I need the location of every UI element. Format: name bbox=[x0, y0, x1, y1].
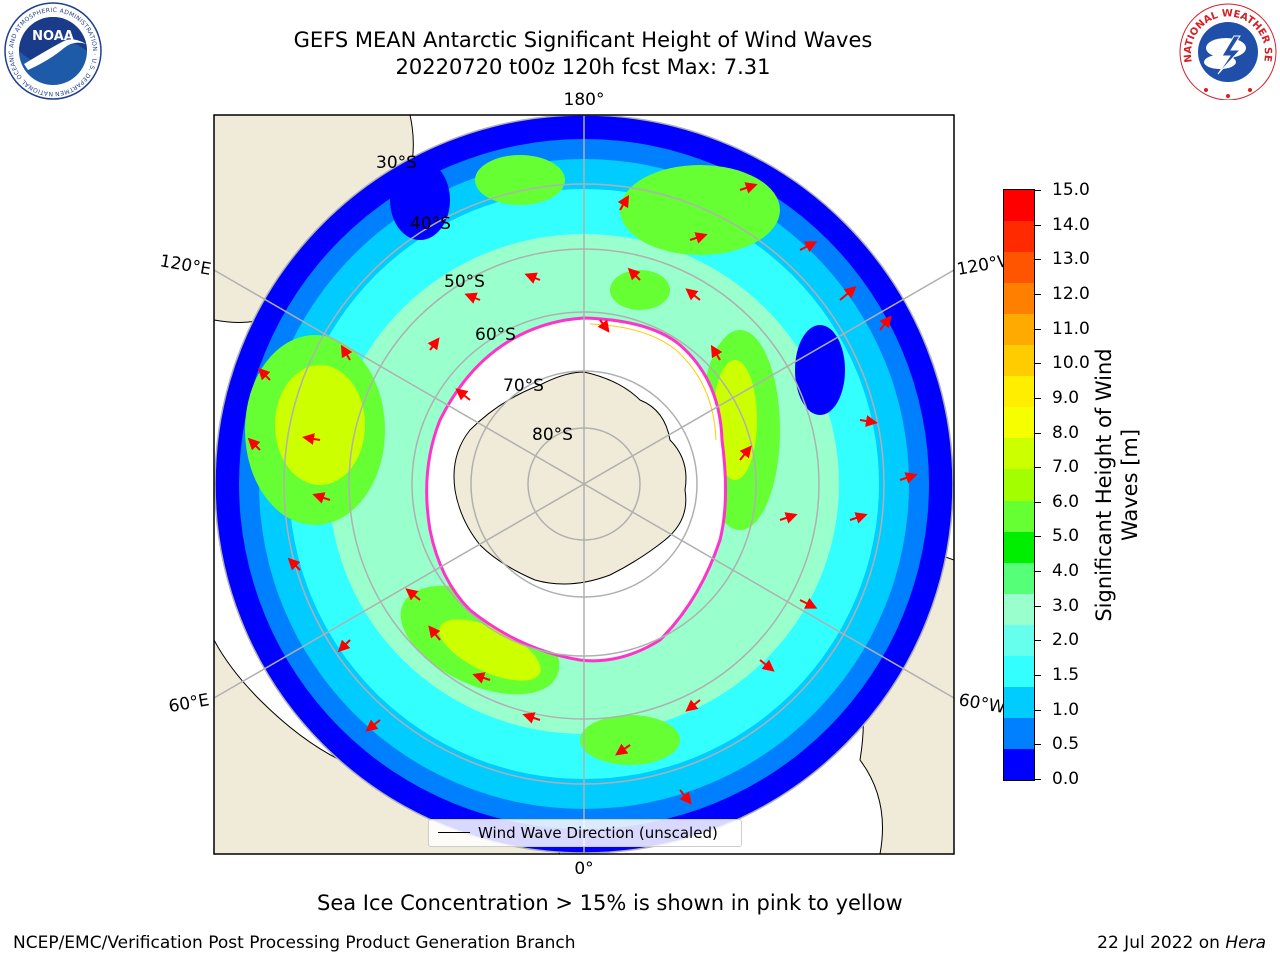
colorbar-segment bbox=[1004, 655, 1034, 688]
meridian-label-60w: 60°W bbox=[957, 690, 1007, 718]
colorbar-tick-mark bbox=[1035, 501, 1041, 503]
colorbar-tick-label: 13.0 bbox=[1052, 249, 1090, 270]
legend-label: Wind Wave Direction (unscaled) bbox=[478, 824, 718, 842]
colorbar-tick-label: 0.5 bbox=[1052, 734, 1080, 755]
footer-date: 22 Jul 2022 on Hera bbox=[1097, 933, 1266, 953]
colorbar-segment bbox=[1004, 593, 1034, 626]
colorbar-tick-label: 6.0 bbox=[1052, 491, 1080, 512]
colorbar-tick-label: 1.0 bbox=[1052, 699, 1080, 720]
wind-wave-arrows bbox=[247, 182, 918, 805]
colorbar-segment bbox=[1004, 190, 1034, 222]
legend-line-swatch bbox=[438, 832, 470, 833]
colorbar bbox=[1003, 189, 1035, 781]
latitude-label-80s: 80°S bbox=[532, 425, 573, 445]
meridian-label-180: 180° bbox=[564, 90, 605, 110]
map-legend: Wind Wave Direction (unscaled) bbox=[428, 819, 742, 847]
colorbar-segment bbox=[1004, 500, 1034, 533]
meridian-label-120e: 120°E bbox=[158, 251, 212, 280]
colorbar-segment bbox=[1004, 314, 1034, 346]
latitude-label-30s: 30°S bbox=[376, 153, 417, 173]
colorbar-tick-mark bbox=[1035, 293, 1041, 295]
colorbar-segment bbox=[1004, 469, 1034, 502]
map-frame bbox=[213, 114, 955, 855]
footer-machine: Hera bbox=[1225, 933, 1266, 953]
colorbar-tick-mark bbox=[1035, 190, 1041, 191]
latitude-label-70s: 70°S bbox=[503, 376, 544, 396]
colorbar-segment bbox=[1004, 376, 1034, 408]
colorbar-title-line2: Waves [m] bbox=[1118, 428, 1142, 542]
colorbar-tick-mark bbox=[1035, 224, 1041, 226]
colorbar-tick-mark bbox=[1035, 605, 1041, 607]
colorbar-tick-label: 1.5 bbox=[1052, 665, 1080, 686]
colorbar-tick-label: 12.0 bbox=[1052, 283, 1090, 304]
colorbar-tick-label: 0.0 bbox=[1052, 769, 1080, 789]
footer-branch: NCEP/EMC/Verification Post Processing Pr… bbox=[13, 933, 576, 953]
map-subtitle: 20220720 t00z 120h fcst Max: 7.31 bbox=[395, 55, 771, 79]
colorbar-segment bbox=[1004, 407, 1034, 439]
colorbar-segment bbox=[1004, 686, 1034, 719]
noaa-logo-text: NOAA bbox=[32, 29, 74, 44]
colorbar-tick-mark bbox=[1035, 328, 1041, 330]
colorbar-tick-mark bbox=[1035, 709, 1041, 711]
colorbar-segment bbox=[1004, 221, 1034, 253]
colorbar-tick-label: 14.0 bbox=[1052, 214, 1090, 235]
colorbar-segment bbox=[1004, 624, 1034, 657]
colorbar-tick-mark bbox=[1035, 744, 1041, 746]
colorbar-tick-mark bbox=[1035, 259, 1041, 261]
colorbar-segment bbox=[1004, 283, 1034, 315]
noaa-logo: NATIONAL OCEANIC AND ATMOSPHERIC ADMINIS… bbox=[2, 2, 102, 100]
colorbar-segment bbox=[1004, 531, 1034, 564]
colorbar-tick-mark bbox=[1035, 397, 1041, 399]
colorbar-segment bbox=[1004, 438, 1034, 470]
meridian-label-60e: 60°E bbox=[167, 690, 211, 717]
nws-logo: NATIONAL WEATHER SERVICE bbox=[1178, 2, 1277, 100]
colorbar-tick-mark bbox=[1035, 640, 1041, 642]
colorbar-tick-label: 9.0 bbox=[1052, 387, 1080, 408]
sea-ice-note: Sea Ice Concentration > 15% is shown in … bbox=[317, 891, 903, 915]
colorbar-tick-label: 7.0 bbox=[1052, 457, 1080, 478]
colorbar-tick-mark bbox=[1035, 363, 1041, 365]
colorbar-tick-label: 2.0 bbox=[1052, 630, 1080, 651]
colorbar-tick-mark bbox=[1035, 432, 1041, 434]
colorbar-tick-label: 4.0 bbox=[1052, 561, 1080, 582]
colorbar-tick-mark bbox=[1035, 675, 1041, 677]
colorbar-segment bbox=[1004, 252, 1034, 284]
colorbar-segment bbox=[1004, 748, 1034, 781]
latitude-label-40s: 40°S bbox=[410, 214, 451, 234]
antarctica bbox=[453, 371, 687, 585]
colorbar-tick-mark bbox=[1035, 571, 1041, 573]
colorbar-tick-label: 3.0 bbox=[1052, 595, 1080, 616]
colorbar-segment bbox=[1004, 717, 1034, 750]
colorbar-tick-mark bbox=[1035, 779, 1041, 780]
colorbar-tick-label: 8.0 bbox=[1052, 422, 1080, 443]
graticule bbox=[214, 115, 954, 854]
colorbar-tick-label: 10.0 bbox=[1052, 353, 1090, 374]
footer-date-text: 22 Jul 2022 on bbox=[1097, 933, 1226, 953]
colorbar-tick-mark bbox=[1035, 467, 1041, 469]
colorbar-tick-label: 11.0 bbox=[1052, 318, 1090, 339]
meridian-label-0: 0° bbox=[574, 859, 593, 879]
latitude-label-60s: 60°S bbox=[475, 325, 516, 345]
colorbar-tick-mark bbox=[1035, 536, 1041, 538]
colorbar-segment bbox=[1004, 562, 1034, 595]
colorbar-tick-label: 5.0 bbox=[1052, 526, 1080, 547]
colorbar-tick-label: 15.0 bbox=[1052, 180, 1090, 200]
map-title: GEFS MEAN Antarctic Significant Height o… bbox=[293, 28, 873, 52]
latitude-label-50s: 50°S bbox=[444, 272, 485, 292]
colorbar-segment bbox=[1004, 345, 1034, 377]
colorbar-title-line1: Significant Height of Wind bbox=[1092, 348, 1116, 622]
